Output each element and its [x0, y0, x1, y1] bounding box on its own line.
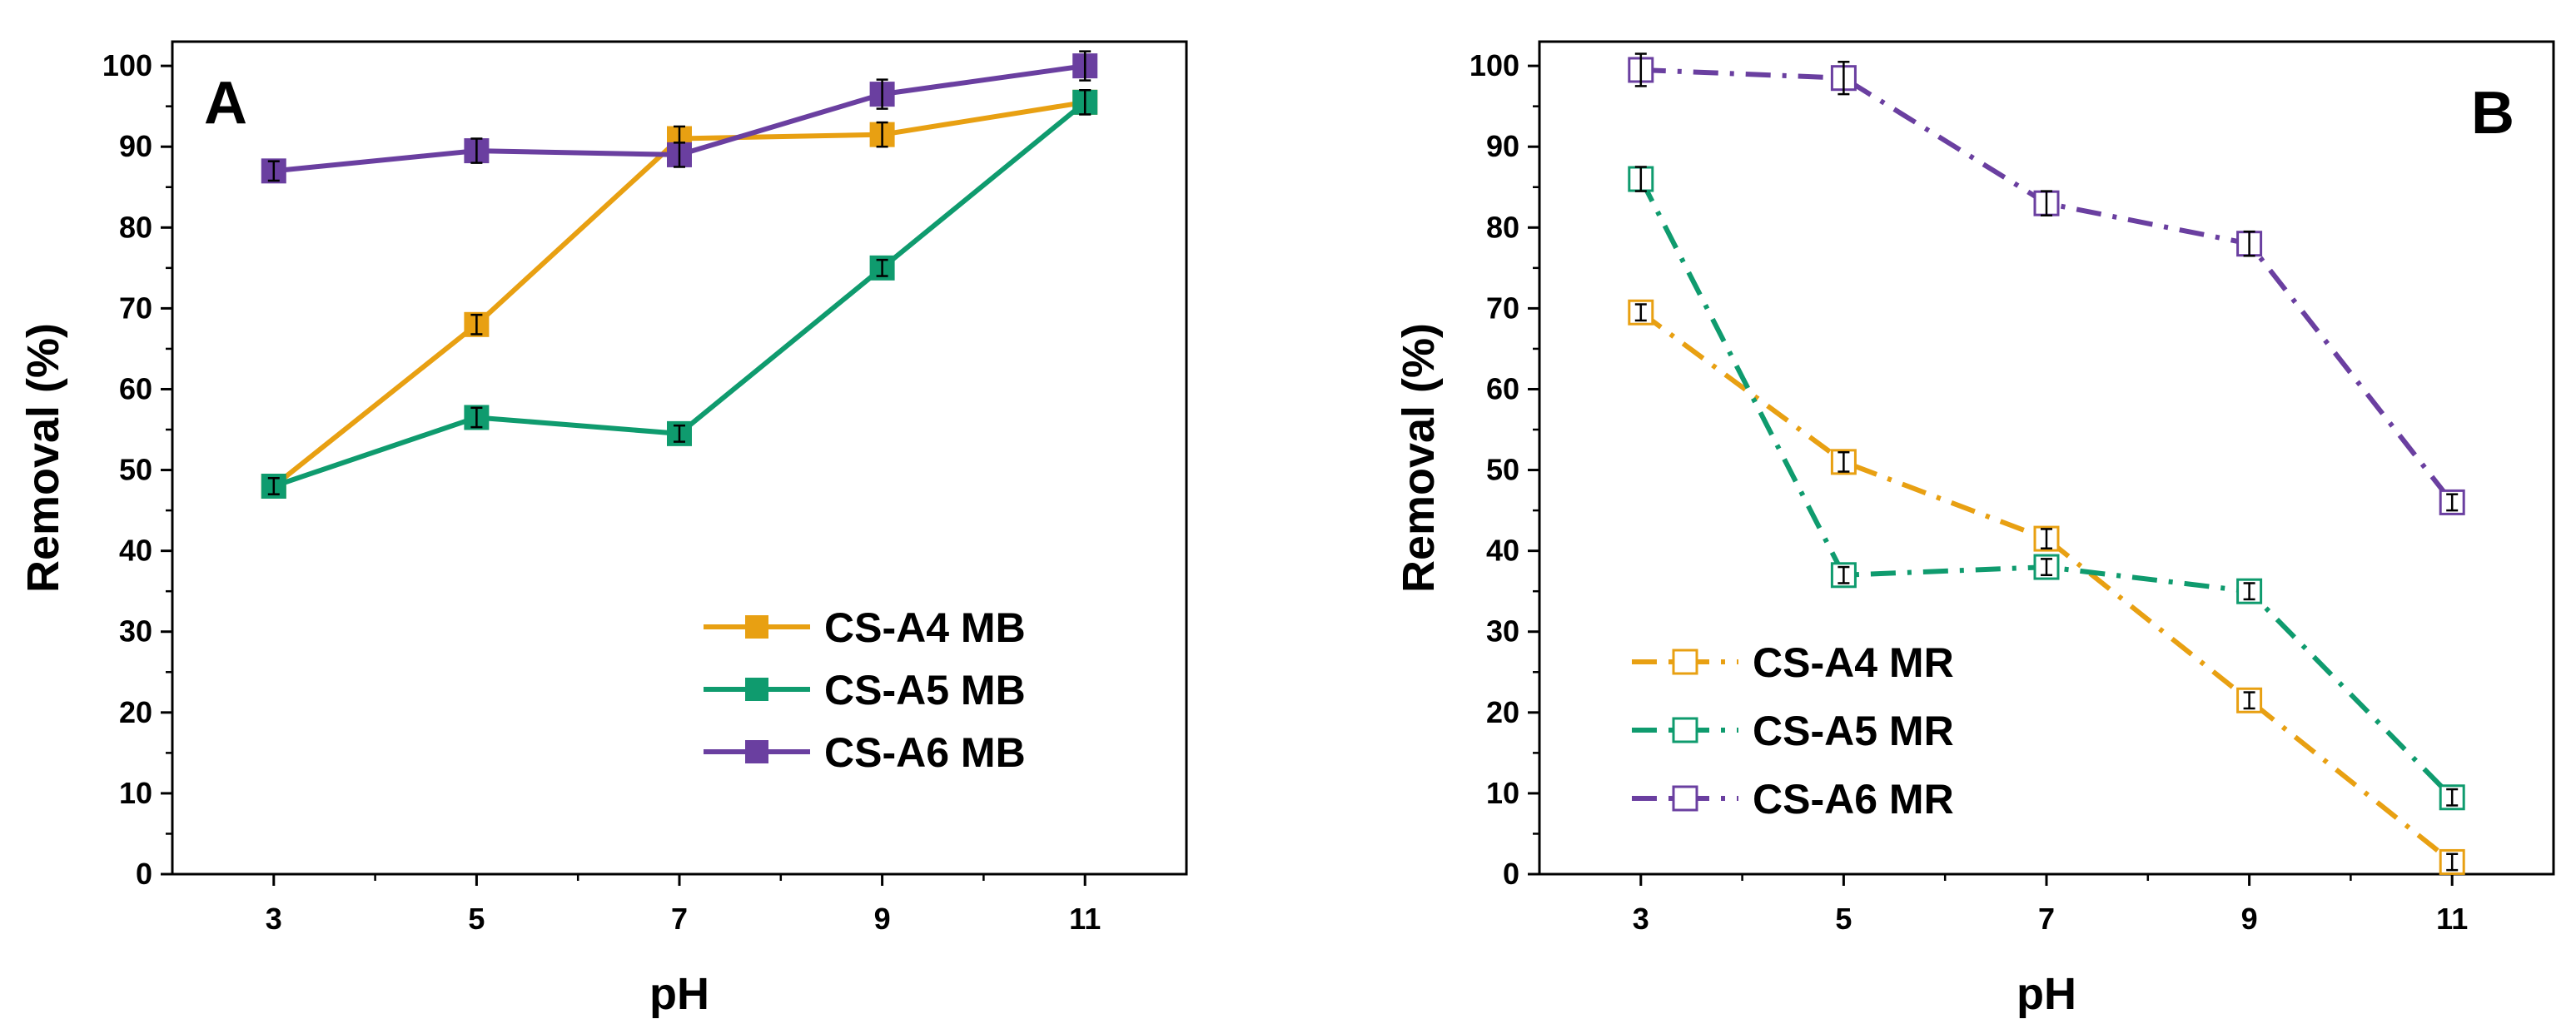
- legend-marker: [745, 678, 768, 701]
- chart-panel-b: 0 10 20 30 40 50 60 70 80 90 100 3 5 7 9 11 pH Removal (%…: [1394, 40, 2555, 1019]
- legend-label: CS-A5 MB: [824, 667, 1026, 713]
- x-tick-label: 11: [2436, 902, 2468, 936]
- legend-label: CS-A4 MB: [824, 604, 1026, 651]
- legend: CS-A4 MB CS-A5 MB CS-A6 MB: [704, 604, 1026, 776]
- series-cs-a6-mr: [1628, 52, 2465, 515]
- legend-marker: [1672, 649, 1698, 675]
- x-tick-label: 9: [874, 902, 891, 936]
- y-tick-label: 10: [1486, 776, 1519, 810]
- series-line: [1639, 310, 2454, 864]
- legend-label: CS-A4 MR: [1753, 639, 1954, 686]
- panel-letter: B: [2471, 80, 2514, 147]
- y-tick-label: 60: [119, 371, 152, 405]
- y-tick-label: 60: [1486, 371, 1519, 405]
- x-tick-label: 9: [2241, 902, 2258, 936]
- y-tick-label: 50: [1486, 453, 1519, 487]
- y-tick-label: 0: [136, 857, 152, 891]
- x-axis-label: pH: [649, 969, 709, 1019]
- x-axis-label: pH: [2017, 969, 2076, 1019]
- y-tick-label: 20: [119, 695, 152, 729]
- y-tick-label: 70: [1486, 291, 1519, 325]
- x-tick-label: 11: [1069, 902, 1101, 936]
- panel-letter: A: [204, 70, 247, 137]
- series-line: [1639, 177, 2454, 799]
- y-tick-label: 50: [119, 453, 152, 487]
- legend-label: CS-A6 MB: [824, 729, 1026, 776]
- y-tick-label: 40: [119, 534, 152, 568]
- y-tick-label: 70: [119, 291, 152, 325]
- series-cs-a5-mb: [261, 89, 1098, 499]
- series-cs-a6-mb: [261, 50, 1098, 184]
- x-tick-label: 7: [2038, 902, 2055, 936]
- y-tick-label: 100: [102, 48, 152, 82]
- legend-label: CS-A6 MR: [1753, 776, 1954, 823]
- y-axis-label: Removal (%): [18, 323, 68, 593]
- y-tick-label: 30: [1486, 614, 1519, 649]
- y-tick-label: 40: [1486, 534, 1519, 568]
- y-tick-label: 20: [1486, 695, 1519, 729]
- legend-marker: [1672, 717, 1698, 743]
- legend-marker: [745, 740, 768, 763]
- y-tick-label: 80: [119, 210, 152, 244]
- series-cs-a4-mr: [1628, 299, 2465, 875]
- x-tick-label: 7: [671, 902, 688, 936]
- x-tick-label: 5: [468, 902, 485, 936]
- legend-marker: [1672, 785, 1698, 812]
- legend-marker: [745, 615, 768, 639]
- y-tick-label: 90: [1486, 129, 1519, 163]
- y-tick-label: 80: [1486, 210, 1519, 244]
- legend-label: CS-A5 MR: [1753, 708, 1954, 754]
- y-axis-label: Removal (%): [1394, 323, 1444, 593]
- y-tick-label: 90: [119, 129, 152, 163]
- y-tick-label: 100: [1470, 48, 1519, 82]
- y-tick-label: 30: [119, 614, 152, 649]
- y-tick-label: 10: [119, 776, 152, 810]
- legend: CS-A4 MR CS-A5 MR CS-A6 MR: [1632, 639, 1954, 823]
- chart-panel-a: 0 10 20 30 40 50 60 70 80 90 100 3 5 7 9 11 pH Removal (%…: [18, 40, 1188, 1019]
- x-tick-label: 3: [1633, 902, 1649, 936]
- series-line: [1640, 67, 2454, 505]
- x-tick-label: 5: [1835, 902, 1852, 936]
- x-tick-label: 3: [266, 902, 282, 936]
- y-tick-label: 0: [1503, 857, 1519, 891]
- series-cs-a5-mr: [1628, 166, 2465, 811]
